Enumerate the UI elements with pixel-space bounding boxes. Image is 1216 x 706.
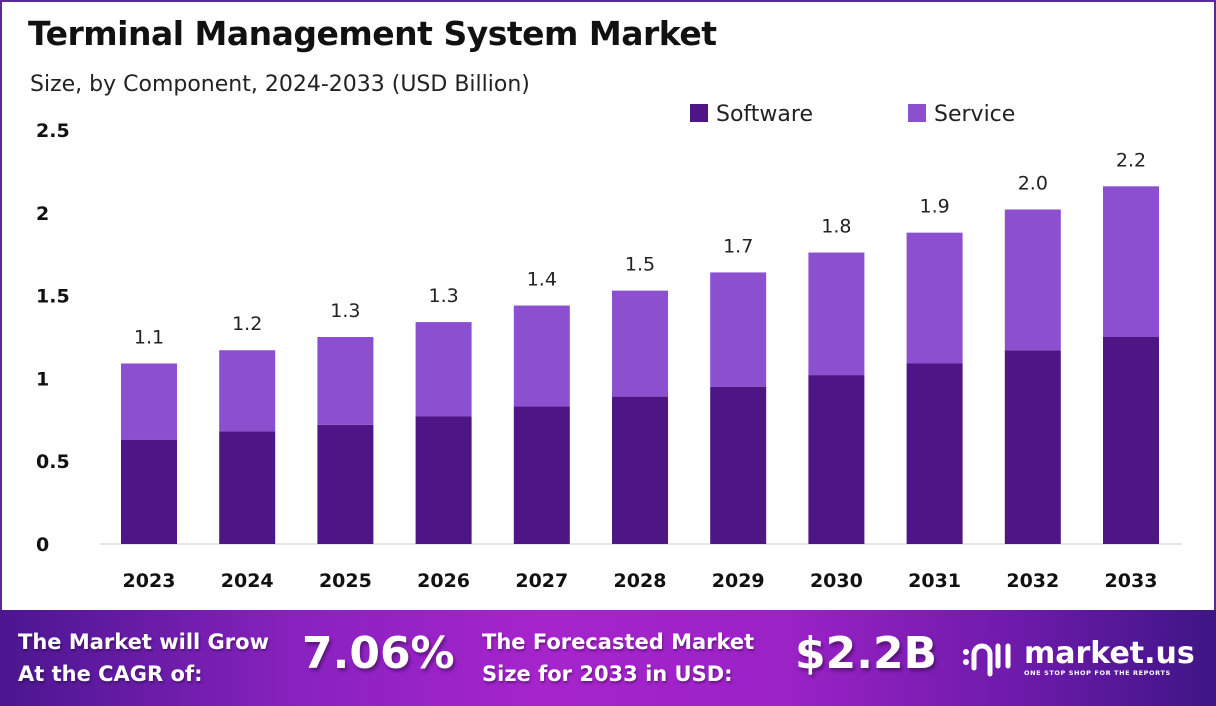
bar-service-2028	[612, 290, 668, 397]
forecast-value: $2.2B	[795, 628, 938, 679]
chart-title: Terminal Management System Market	[28, 14, 717, 53]
legend-swatch-service	[908, 104, 926, 122]
total-label-2024: 1.2	[232, 313, 262, 335]
market-us-logo: market.us ONE STOP SHOP FOR THE REPORTS	[960, 638, 1195, 678]
bar-software-2026	[415, 416, 472, 544]
total-label-2023: 1.1	[134, 326, 164, 348]
y-tick-label: 2	[36, 203, 49, 225]
x-tick-label: 2024	[221, 570, 274, 592]
bar-software-2025	[317, 424, 374, 544]
bar-software-2024	[219, 431, 276, 544]
forecast-label-line1: The Forecasted Market	[482, 630, 755, 654]
bar-software-2029	[710, 386, 767, 544]
total-label-2031: 1.9	[919, 196, 949, 218]
forecast-label: The Forecasted Market Size for 2033 in U…	[482, 626, 754, 690]
total-label-2029: 1.7	[723, 235, 753, 257]
total-label-2028: 1.5	[625, 254, 655, 276]
legend-label-software: Software	[716, 102, 813, 127]
cagr-value: 7.06%	[302, 628, 455, 679]
bar-service-2024	[219, 350, 276, 432]
y-tick-label: 2.5	[36, 120, 70, 142]
cagr-label-line1: The Market will Grow	[18, 630, 269, 654]
total-label-2030: 1.8	[821, 216, 851, 238]
chart-subtitle: Size, by Component, 2024-2033 (USD Billi…	[30, 72, 530, 97]
forecast-label-line2: Size for 2033 in USD:	[482, 662, 733, 686]
total-label-2032: 2.0	[1018, 172, 1048, 194]
bar-service-2029	[710, 272, 767, 387]
bar-service-2023	[121, 363, 177, 440]
legend-swatch-software	[690, 104, 708, 122]
bar-service-2032	[1004, 209, 1061, 351]
stacked-bar-chart: 0 0.5 1 1.5 2 2.5 1.1 2023 1.2 2024 1.3 2025 1.3 2026…	[36, 102, 1182, 592]
x-tick-label: 2031	[908, 570, 961, 592]
x-tick-label: 2029	[712, 570, 765, 592]
x-tick-label: 2030	[810, 570, 863, 592]
bar-software-2032	[1004, 350, 1061, 544]
total-label-2027: 1.4	[527, 269, 557, 291]
total-label-2033: 2.2	[1116, 149, 1146, 171]
bar-software-2031	[906, 363, 963, 544]
total-label-2025: 1.3	[330, 300, 360, 322]
summary-banner: The Market will Grow At the CAGR of: 7.0…	[0, 610, 1216, 706]
bar-service-2025	[317, 337, 374, 425]
total-label-2026: 1.3	[428, 285, 458, 307]
x-tick-label: 2023	[123, 570, 176, 592]
bar-software-2027	[513, 406, 570, 544]
y-tick-label: 1	[36, 368, 49, 390]
y-tick-label: 0.5	[36, 451, 70, 473]
logo-name: market.us	[1024, 636, 1195, 671]
bar-software-2023	[121, 439, 177, 544]
logo-tagline: ONE STOP SHOP FOR THE REPORTS	[1024, 669, 1171, 677]
bar-software-2028	[612, 396, 668, 544]
y-tick-label: 1.5	[36, 286, 70, 308]
cagr-label: The Market will Grow At the CAGR of:	[18, 626, 269, 690]
legend-label-service: Service	[934, 102, 1015, 127]
market-us-logo-icon	[963, 643, 1011, 677]
bar-service-2031	[906, 232, 963, 364]
x-tick-label: 2026	[417, 570, 470, 592]
cagr-label-line2: At the CAGR of:	[18, 662, 203, 686]
x-tick-label: 2033	[1105, 570, 1158, 592]
bar-service-2027	[513, 305, 570, 407]
x-tick-label: 2028	[614, 570, 667, 592]
x-tick-label: 2025	[319, 570, 372, 592]
x-tick-label: 2027	[515, 570, 568, 592]
bar-software-2033	[1103, 337, 1159, 544]
y-tick-label: 0	[36, 534, 49, 556]
bar-service-2033	[1103, 186, 1159, 337]
bar-software-2030	[808, 375, 865, 544]
bar-service-2030	[808, 252, 865, 376]
bar-service-2026	[415, 322, 472, 417]
x-tick-label: 2032	[1006, 570, 1059, 592]
